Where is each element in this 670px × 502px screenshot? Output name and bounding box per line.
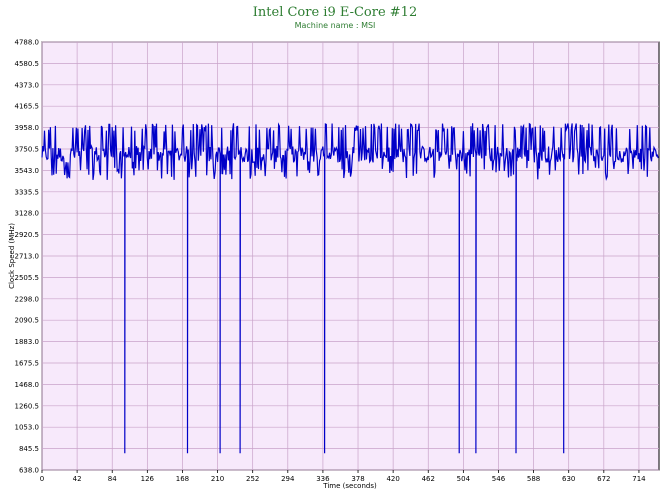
x-tick-label: 168 xyxy=(176,475,189,483)
y-tick-label: 2713.0 xyxy=(15,253,40,261)
y-tick-label: 1675.5 xyxy=(15,360,40,368)
y-tick-label: 3128.0 xyxy=(15,210,40,218)
x-tick-label: 462 xyxy=(422,475,435,483)
x-tick-label: 672 xyxy=(597,475,610,483)
x-axis-ticks: 0 42 84 126 168 210 252 294 336 378 420 462 504 546 58… xyxy=(40,470,646,483)
x-tick-label: 336 xyxy=(316,475,330,483)
x-tick-label: 84 xyxy=(108,475,117,483)
x-axis-label: Time (seconds) xyxy=(322,482,377,490)
x-tick-label: 378 xyxy=(351,475,364,483)
y-tick-label: 845.5 xyxy=(19,445,39,453)
y-tick-label: 4580.5 xyxy=(15,60,40,68)
chart-subtitle: Machine name : MSI xyxy=(295,21,376,30)
y-tick-label: 3543.0 xyxy=(15,167,40,175)
y-tick-label: 638.0 xyxy=(19,467,39,475)
y-tick-label: 3335.5 xyxy=(15,188,40,196)
x-tick-label: 420 xyxy=(386,475,399,483)
x-tick-label: 42 xyxy=(73,475,82,483)
x-tick-label: 294 xyxy=(281,475,295,483)
y-tick-label: 4373.0 xyxy=(15,81,40,89)
y-tick-label: 4788.0 xyxy=(15,39,40,47)
x-tick-label: 126 xyxy=(141,475,155,483)
y-tick-label: 3750.5 xyxy=(15,146,40,154)
series-line xyxy=(41,122,659,454)
y-tick-label: 1053.0 xyxy=(15,424,40,432)
x-tick-label: 546 xyxy=(492,475,506,483)
x-tick-label: 504 xyxy=(457,475,471,483)
x-tick-label: 630 xyxy=(562,475,575,483)
x-tick-label: 0 xyxy=(40,475,44,483)
y-tick-label: 2920.5 xyxy=(15,231,40,239)
y-tick-label: 1468.0 xyxy=(15,381,40,389)
y-tick-label: 2090.5 xyxy=(15,317,40,325)
y-tick-label: 1260.5 xyxy=(15,402,40,410)
x-tick-label: 210 xyxy=(211,475,224,483)
y-tick-label: 2505.5 xyxy=(15,274,40,282)
chart-title: Intel Core i9 E-Core #12 xyxy=(253,5,417,20)
x-tick-label: 588 xyxy=(527,475,540,483)
grid-lines xyxy=(41,41,659,471)
x-tick-label: 714 xyxy=(632,475,646,483)
y-axis-ticks: 4788.0 4580.5 4373.0 4165.5 3958.0 3750.5 3543… xyxy=(15,39,40,475)
y-tick-label: 2298.0 xyxy=(15,295,40,303)
y-tick-label: 3958.0 xyxy=(15,124,40,132)
x-tick-label: 252 xyxy=(246,475,259,483)
y-tick-label: 1883.0 xyxy=(15,338,40,346)
y-tick-label: 4165.5 xyxy=(15,103,40,111)
y-axis-label: Clock Speed (MHz) xyxy=(8,223,16,289)
